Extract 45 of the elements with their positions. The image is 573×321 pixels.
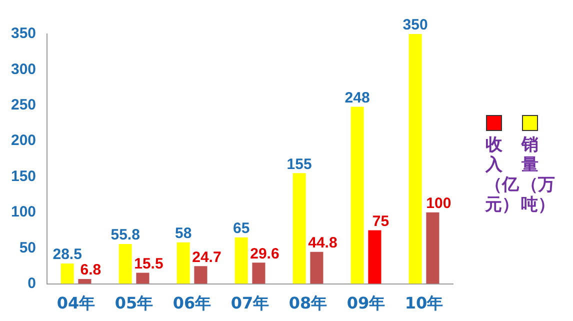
data-label: 28.5	[52, 246, 82, 264]
bar	[368, 230, 382, 284]
bar	[426, 212, 440, 284]
data-label: 58	[174, 225, 192, 242]
bar	[60, 263, 74, 284]
data-label: 75	[372, 212, 390, 230]
bar	[194, 266, 208, 284]
bar	[234, 237, 248, 284]
data-label: 65	[232, 220, 250, 238]
bar	[292, 173, 306, 284]
legend-label: 销量（万吨）	[521, 134, 555, 214]
data-label: 29.6	[250, 245, 280, 262]
y-tick-label: 100	[10, 204, 36, 221]
x-tick-label: 10年	[404, 294, 444, 313]
x-tick-label: 04年	[56, 294, 96, 313]
x-tick-label: 05年	[114, 294, 154, 313]
bar	[136, 272, 150, 284]
data-label: 350	[402, 16, 428, 34]
y-tick-label: 350	[10, 25, 36, 42]
data-label: 6.8	[80, 262, 102, 279]
bar	[408, 34, 422, 284]
data-label: 100	[426, 195, 452, 212]
bar	[350, 106, 364, 284]
bar	[310, 252, 324, 284]
x-tick-label: 09年	[346, 294, 386, 313]
y-tick-label: 0	[28, 274, 36, 292]
y-tick-label: 150	[10, 168, 36, 185]
y-tick-label: 200	[10, 132, 36, 150]
legend-label: 收入（亿元）	[485, 134, 519, 214]
data-label: 248	[344, 89, 370, 106]
data-label: 44.8	[308, 234, 338, 252]
y-tick-label: 250	[10, 96, 36, 114]
y-tick-label: 50	[19, 239, 36, 256]
x-tick-label: 06年	[172, 294, 212, 313]
data-label: 55.8	[110, 226, 140, 244]
y-tick-label: 300	[10, 60, 36, 78]
x-tick-label: 08年	[288, 294, 328, 313]
bar	[252, 262, 266, 284]
bar	[78, 278, 92, 284]
data-label: 155	[286, 156, 312, 173]
data-label: 15.5	[134, 255, 164, 272]
x-tick-label: 07年	[230, 294, 270, 313]
bar	[118, 244, 132, 284]
bar	[176, 242, 190, 284]
data-label: 24.7	[192, 248, 222, 266]
